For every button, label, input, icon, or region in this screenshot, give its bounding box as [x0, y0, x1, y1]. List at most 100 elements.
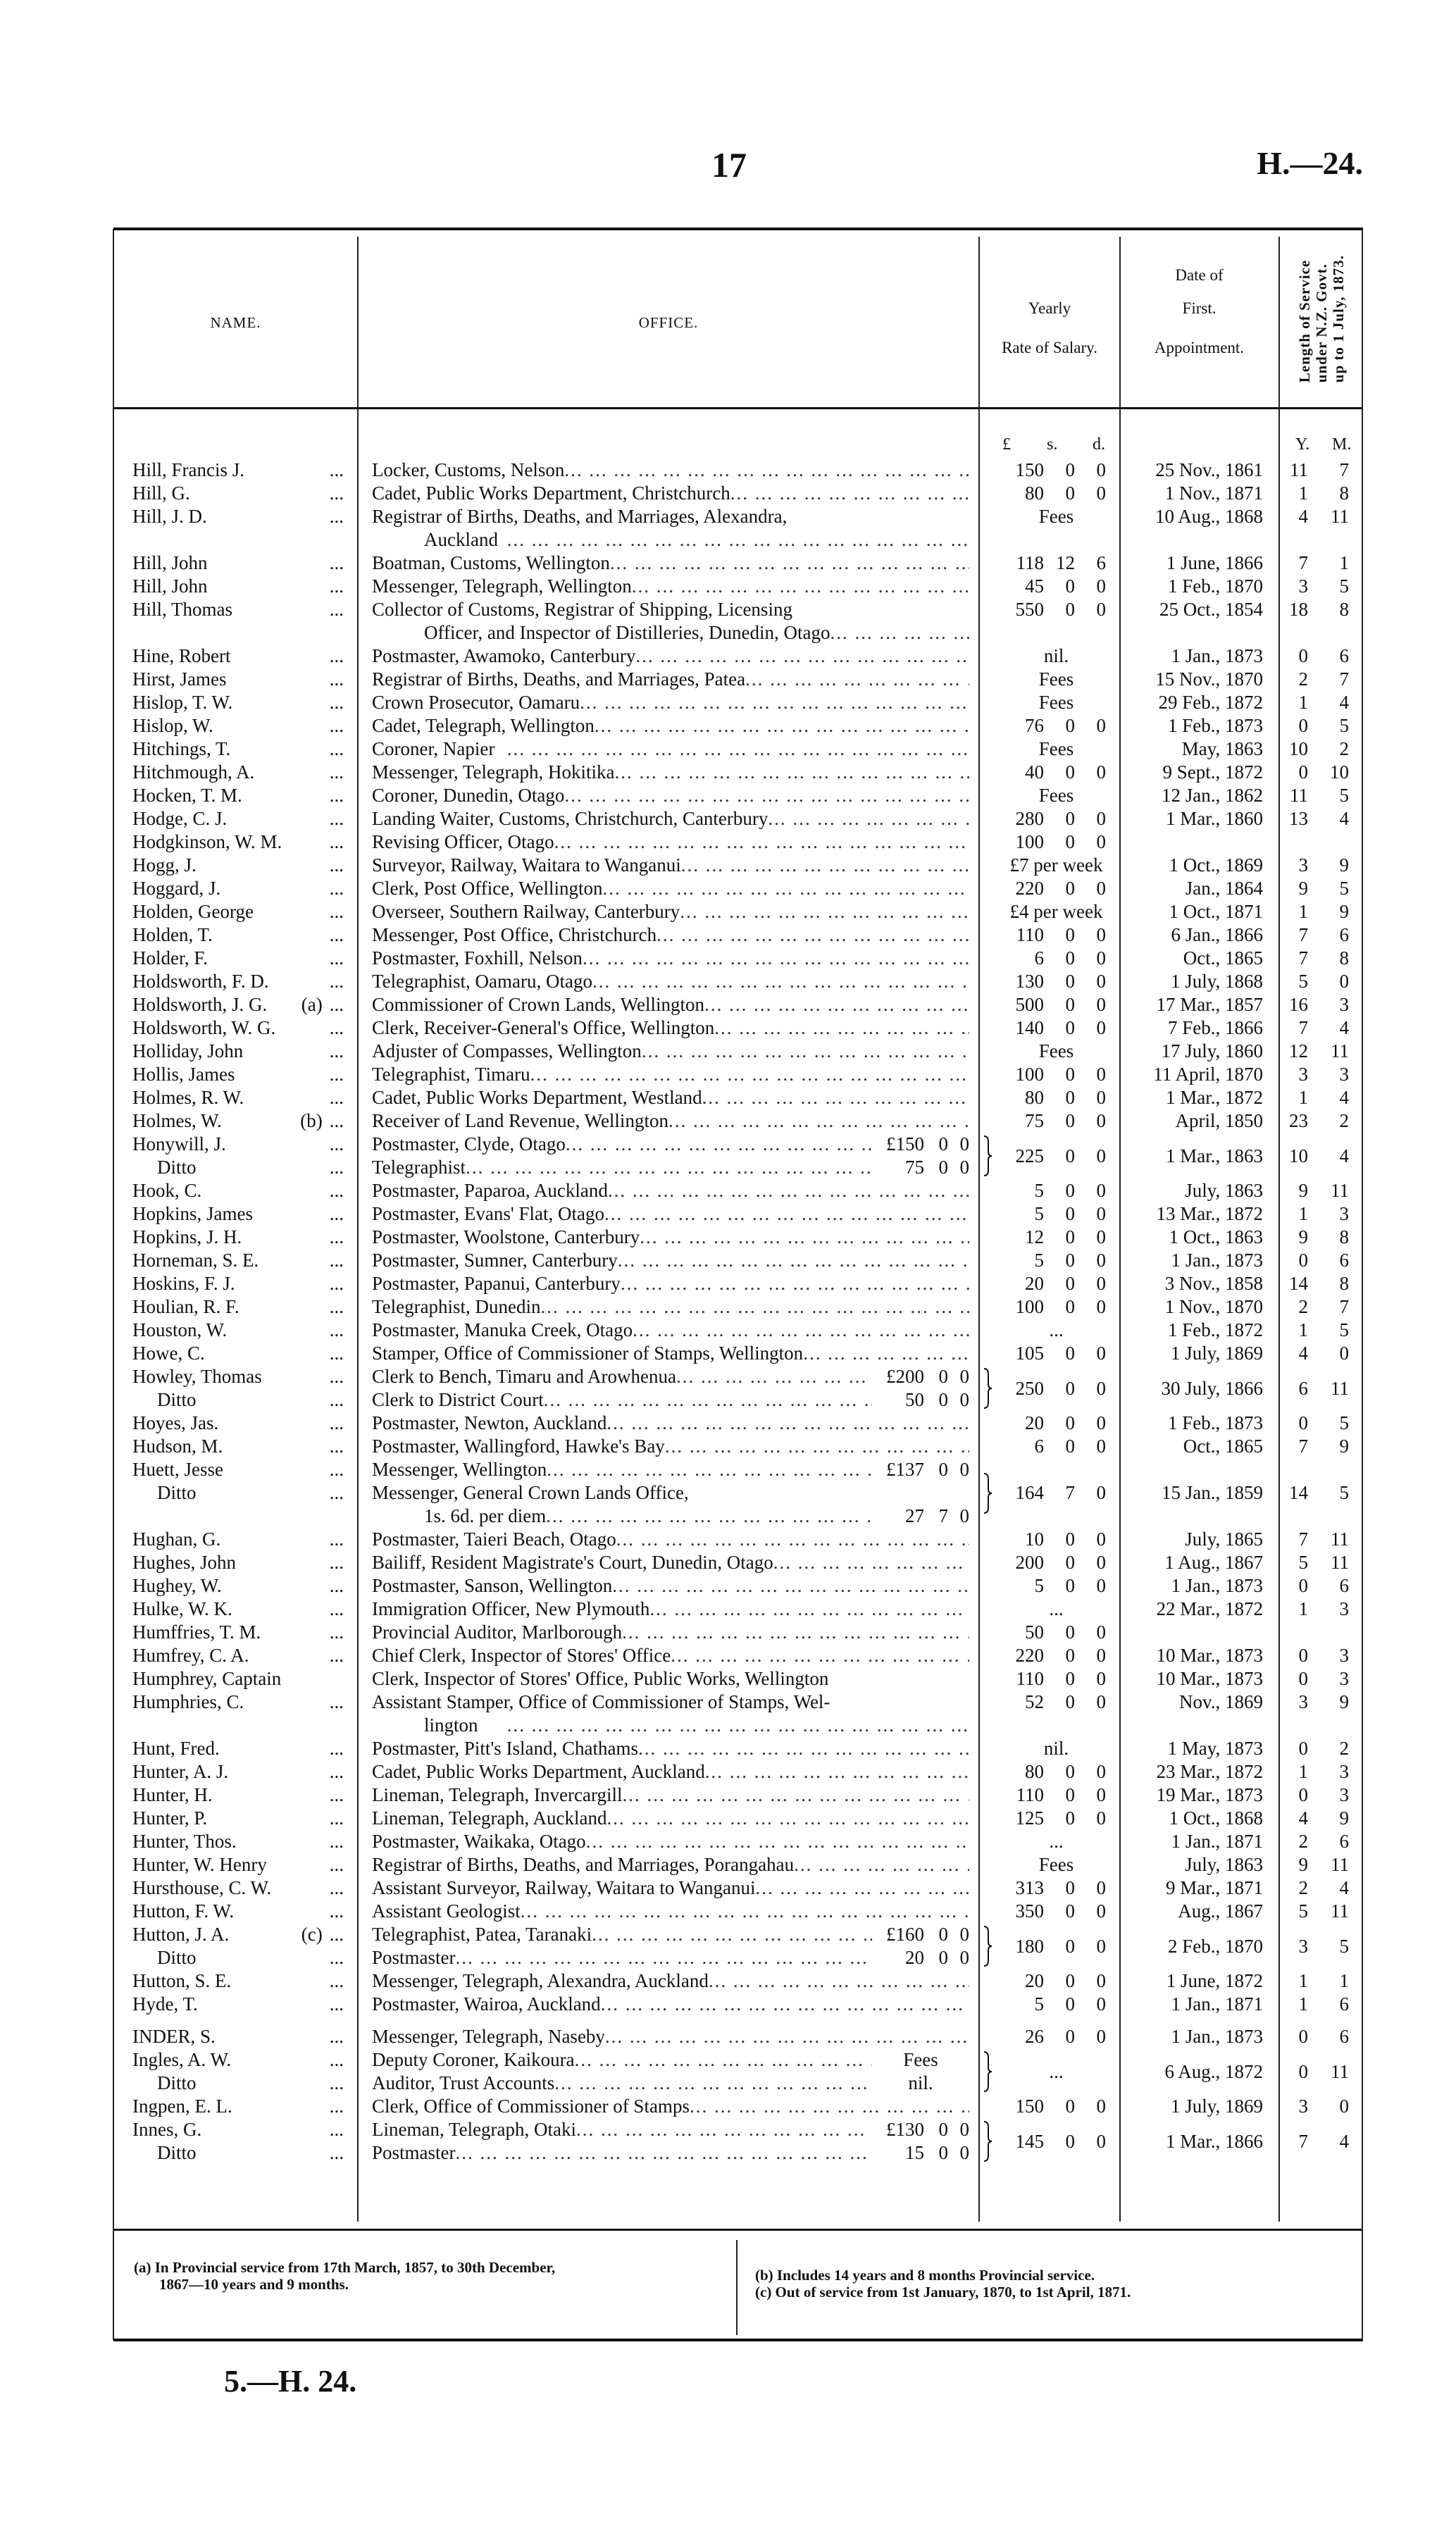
amount-part: 0: [1065, 831, 1076, 852]
amount-part: 0: [1065, 1529, 1076, 1550]
service-years: 7: [1298, 1017, 1309, 1038]
page-number: 17: [711, 145, 747, 185]
office-text: Postmaster, Waikaka, Otago: [372, 1831, 586, 1852]
name-cell: Hughan, G....: [113, 1528, 358, 1551]
leader-dots: ...: [329, 1575, 344, 1596]
row-right: 5 0 0 July, 1863 9 11: [979, 1179, 1363, 1202]
office-text: Postmaster, Evans' Flat, Otago: [372, 1203, 604, 1224]
service-years: 5: [1298, 971, 1309, 992]
leader-dots: ...: [329, 738, 344, 759]
footnote-marker: (c): [301, 1924, 323, 1945]
leader-dots: ...: [329, 971, 344, 992]
row-right: ... 1 Jan., 1871 2 6: [979, 1830, 1363, 1853]
header-salary-line1: Yearly: [1028, 299, 1071, 317]
row-left: Holmes, W. (b)... Receiver of Land Revenue…: [113, 1109, 979, 1133]
amount-part: 100: [1015, 1064, 1045, 1085]
service-months: 6: [1339, 1993, 1350, 2015]
salary-cell: 52 0 0: [979, 1691, 1120, 1714]
service-months: 4: [1339, 1087, 1350, 1108]
person-name: Ditto: [157, 1947, 197, 1968]
leader-dots: [456, 2141, 873, 2165]
salary-cell: 45 0 0: [979, 575, 1120, 598]
table-row: Houston, W.... Postmaster, Manuka Creek, …: [113, 1319, 1363, 1342]
amount-part: 0: [1065, 1145, 1076, 1166]
person-name: Hunter, Thos.: [132, 1831, 237, 1852]
service-years: 0: [1298, 1738, 1309, 1759]
service-years: 6: [1298, 1377, 1309, 1399]
office-cell: Postmaster, Awamoko, Canterbury: [358, 645, 979, 668]
footnote-a-line1: (a) In Provincial service from 17th Marc…: [134, 2259, 556, 2276]
amount-part: 550: [1015, 599, 1045, 620]
name-cell: Ditto...: [113, 2141, 358, 2165]
leader-dots: ...: [329, 575, 344, 597]
office-line: Receiver of Land Revenue, Wellington: [372, 1109, 969, 1133]
service-months: 11: [1331, 1040, 1349, 1062]
row-left: Holdsworth, J. G. (a)... Commissioner of C…: [113, 993, 979, 1016]
table-sub-row: Holdsworth, W. G.... Clerk, Receiver-Gene…: [113, 1016, 979, 1040]
amount-part: 100: [1015, 831, 1045, 852]
leader-dots: [610, 552, 969, 575]
date-cell: July, 1863: [1185, 1180, 1263, 1201]
amount-part: 0: [1065, 1412, 1076, 1433]
service-cell: 16 3: [1278, 993, 1363, 1016]
leader-dots: [595, 714, 969, 737]
name-cell: Holder, F....: [113, 947, 358, 970]
office-line: Cadet, Public Works Department, Auckland: [372, 1760, 969, 1784]
office-text: Postmaster, Taieri Beach, Otago: [372, 1529, 616, 1550]
service-years: 16: [1289, 994, 1308, 1015]
inline-amount: 10 0 0: [995, 1528, 1106, 1551]
office-text: Cadet, Public Works Department, Westland: [372, 1087, 702, 1108]
salary-cell: 250 0 0: [979, 1377, 1120, 1400]
table-sub-row: Honywill, J.... Postmaster, Clyde, Otago £…: [113, 1133, 979, 1156]
amount-part: 0: [1065, 1575, 1076, 1596]
amount-part: 0: [1065, 1691, 1076, 1712]
amount-part: 0: [1096, 1761, 1107, 1782]
header-date-line3: Appointment.: [1154, 339, 1245, 356]
office-cell: Cadet, Public Works Department, Auckland: [358, 1760, 979, 1784]
leader-dots: [618, 1249, 969, 1272]
row-right: 10 0 0 July, 1865 7 11: [979, 1528, 1363, 1551]
amount-part: 0: [938, 1389, 949, 1410]
row-right: 105 0 0 1 July, 1869 4 0: [979, 1342, 1363, 1365]
office-line: Clerk to Bench, Timaru and Arowhenua £200…: [372, 1365, 969, 1388]
office-text: Clerk to Bench, Timaru and Arowhenua: [372, 1366, 676, 1387]
amount-part: 50: [905, 1389, 924, 1410]
office-line: Postmaster, Woolstone, Canterbury: [372, 1226, 969, 1249]
footnote-a-line2: 1867—10 years and 9 months.: [159, 2276, 349, 2293]
salary-cell: 80 0 0: [979, 1760, 1120, 1784]
inline-amount: 26 0 0: [995, 2025, 1106, 2048]
office-cell: Messenger, General Crown Lands Office, 1s…: [358, 1481, 979, 1528]
office-line: Clerk, Inspector of Stores' Office, Publ…: [372, 1667, 969, 1691]
service-months: 4: [1339, 1877, 1350, 1898]
office-cell: Collector of Customs, Registrar of Shipp…: [358, 598, 979, 645]
table-sub-row: Ditto... Messenger, General Crown Lands O…: [113, 1481, 979, 1528]
salary-cell: 350 0 0: [979, 1900, 1120, 1923]
table-sub-row: Huett, Jesse... Messenger, Wellington £137…: [113, 1458, 979, 1481]
leader-dots: [635, 645, 969, 668]
row-right: £4 per week 1 Oct., 1871 1 9: [979, 900, 1363, 923]
inline-amount: 75 0 0: [872, 1156, 969, 1179]
amount-part: 6: [1034, 947, 1045, 969]
leader-dots: ...: [329, 1226, 344, 1247]
service-months: 5: [1339, 878, 1350, 899]
office-line: Clerk, Office of Commissioner of Stamps: [372, 2095, 969, 2118]
date-cell: 11 April, 1870: [1153, 1064, 1263, 1085]
table-sub-row: Holden, George... Overseer, Southern Rail…: [113, 900, 979, 923]
salary-cell: 100 0 0: [979, 1295, 1120, 1319]
amount-part: 0: [1065, 483, 1076, 504]
service-months: 3: [1339, 1645, 1350, 1666]
inline-amount: 15 0 0: [872, 2141, 969, 2165]
office-cell: Assistant Stamper, Office of Commissione…: [358, 1691, 979, 1737]
office-cell: Postmaster, Woolstone, Canterbury: [358, 1226, 979, 1249]
person-name: Hislop, W.: [132, 715, 213, 736]
row-left: Humphrey, Captain Clerk, Inspector of Sto…: [113, 1667, 979, 1691]
inline-amount: 118 12 6: [995, 552, 1107, 575]
leader-dots: ...: [329, 1319, 344, 1340]
amount-part: 0: [938, 1947, 949, 1968]
office-line: Postmaster, Taieri Beach, Otago: [372, 1528, 969, 1551]
salary-cell: 180 0 0: [979, 1935, 1120, 1958]
